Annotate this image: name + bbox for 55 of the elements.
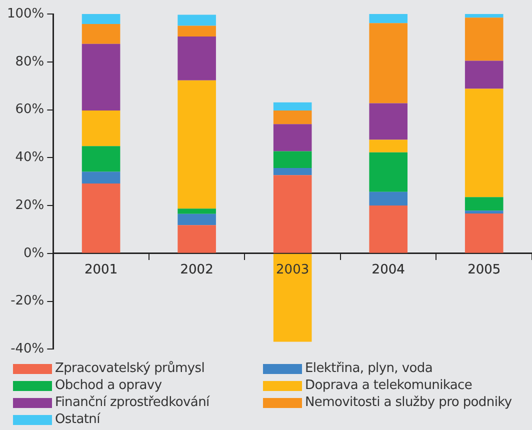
bar (369, 192, 408, 206)
legend-label: Nemovitosti a služby pro podniky (305, 394, 512, 411)
bar (464, 14, 504, 18)
bar (273, 254, 312, 342)
bar (273, 124, 312, 152)
y-tick-label: -20% (10, 294, 44, 309)
bar (178, 80, 216, 209)
x-tick-label: 2005 (468, 262, 501, 278)
bar (369, 23, 408, 104)
y-tick-label: 0% (24, 246, 44, 261)
bar (464, 210, 504, 214)
x-tick-label: 2003 (276, 262, 310, 278)
bar (273, 102, 312, 110)
bar (82, 184, 120, 253)
bar (178, 36, 216, 80)
bar (178, 214, 216, 226)
bar (178, 225, 216, 253)
bar (369, 140, 408, 152)
x-tick-label: 2004 (372, 262, 405, 278)
bar (82, 24, 120, 44)
bar (464, 213, 504, 253)
bar (82, 146, 120, 172)
legend-label: Doprava a telekomunikace (305, 377, 472, 394)
y-tick-label: 100% (6, 6, 44, 22)
bar (369, 103, 408, 140)
y-tick-label: -40% (10, 342, 44, 357)
bar (369, 14, 408, 24)
bar (178, 14, 216, 26)
legend-label: Zpracovatelský průmysl (55, 360, 205, 377)
y-tick-label: 20% (15, 198, 44, 213)
bar (369, 206, 408, 253)
bar (273, 110, 312, 124)
bar (273, 151, 312, 168)
bar (464, 18, 504, 61)
y-tick-label: 80% (15, 54, 44, 70)
bar (273, 175, 312, 253)
legend-label: Elektřina, plyn, voda (305, 360, 433, 377)
y-tick-label: 40% (15, 150, 44, 166)
bar (178, 26, 216, 37)
bar (369, 152, 408, 192)
bar (273, 168, 312, 176)
x-tick-label: 2001 (84, 262, 118, 278)
x-tick-label: 2002 (180, 262, 214, 278)
bar (82, 44, 120, 110)
bar (178, 208, 216, 214)
legend-label: Obchod a opravy (55, 377, 162, 394)
bar (464, 197, 504, 211)
bar (82, 110, 120, 146)
legend-label: Ostatní (55, 411, 100, 428)
bar (82, 14, 120, 24)
bar (464, 88, 504, 198)
bar (82, 172, 120, 184)
legend-label: Finanční zprostředkování (55, 394, 210, 411)
bar (464, 60, 504, 89)
y-tick-label: 60% (15, 102, 44, 118)
